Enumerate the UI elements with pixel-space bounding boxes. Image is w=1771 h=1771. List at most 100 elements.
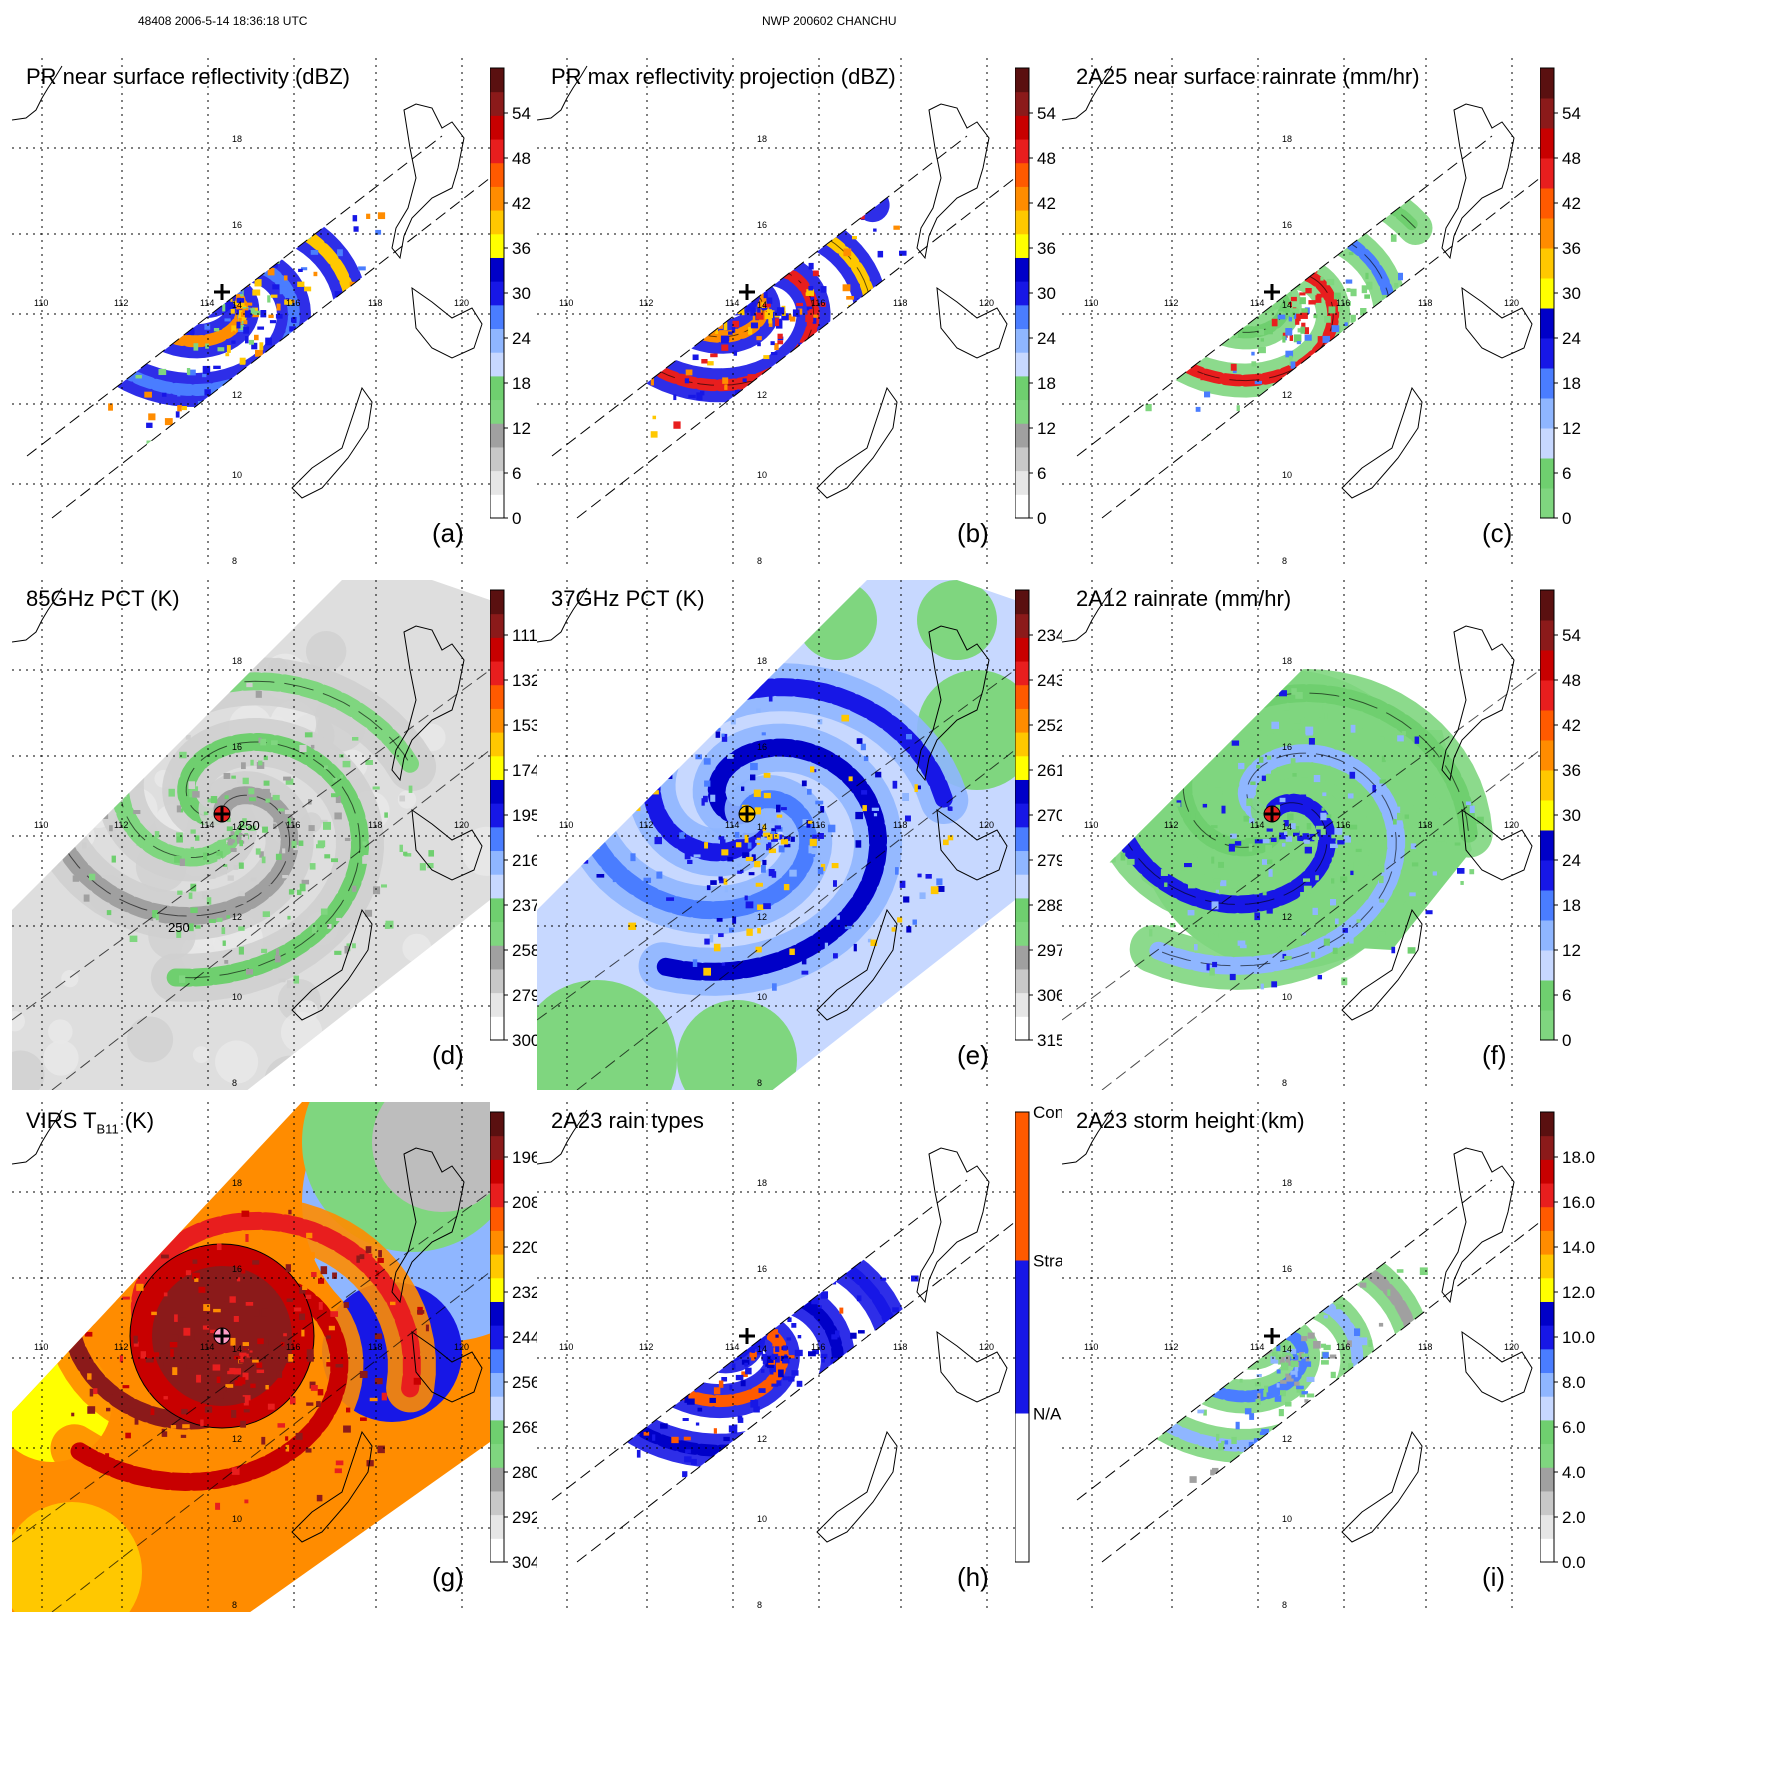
data-pixel xyxy=(837,410,845,417)
data-pixel xyxy=(1263,770,1271,774)
data-pixel xyxy=(400,291,405,297)
lon-label: 112 xyxy=(1164,1342,1178,1352)
data-pixel xyxy=(203,811,209,816)
data-pixel xyxy=(202,373,207,378)
coastline-palawan xyxy=(291,908,373,1021)
colorbar-segment xyxy=(490,470,504,495)
data-pixel xyxy=(1343,192,1350,200)
colorbar-segment xyxy=(1015,281,1029,306)
data-pixel xyxy=(1396,1269,1404,1273)
data-pixel xyxy=(1278,1236,1283,1244)
data-pixel xyxy=(1365,328,1371,336)
data-pixel xyxy=(719,1227,726,1233)
data-pixel xyxy=(199,1247,207,1253)
colorbar-tick-label: 18 xyxy=(1562,896,1581,915)
data-pixel xyxy=(246,969,254,975)
data-pixel xyxy=(728,331,733,335)
data-pixel xyxy=(944,322,953,327)
data-pixel xyxy=(843,1253,850,1260)
panel-label: (e) xyxy=(957,1040,989,1070)
data-pixel xyxy=(1190,812,1196,820)
colorbar-segment xyxy=(490,1277,504,1302)
data-pixel xyxy=(771,1383,779,1387)
data-pixel xyxy=(684,1456,692,1463)
lat-label: 16 xyxy=(757,1264,767,1274)
colorbar-segment xyxy=(1540,68,1554,99)
data-pixel xyxy=(171,1334,179,1342)
colorbar-segment xyxy=(1015,139,1029,164)
colorbar-segment xyxy=(490,233,504,258)
data-pixel xyxy=(244,277,252,285)
data-pixel xyxy=(179,858,186,867)
data-pixel xyxy=(668,1340,674,1347)
data-pixel xyxy=(885,327,893,333)
data-pixel xyxy=(1345,279,1353,284)
data-pixel xyxy=(277,1423,286,1428)
data-pixel xyxy=(1253,888,1260,895)
colorbar-tick-label: 36 xyxy=(1562,239,1581,258)
data-pixel xyxy=(225,265,230,272)
data-pixel xyxy=(352,885,357,892)
data-pixel xyxy=(244,302,253,306)
data-pixel xyxy=(151,1311,157,1316)
data-pixel xyxy=(1323,1344,1331,1351)
data-pixel xyxy=(839,1307,844,1314)
colorbar-segment xyxy=(490,637,504,662)
data-pixel xyxy=(1286,177,1292,181)
data-pixel xyxy=(377,318,383,324)
data-pixel xyxy=(656,305,661,312)
data-pixel xyxy=(242,1350,250,1354)
data-pixel xyxy=(1304,846,1312,854)
data-pixel xyxy=(326,1362,331,1367)
data-pixel xyxy=(199,455,207,462)
data-pixel xyxy=(320,819,328,824)
data-pixel xyxy=(224,1235,232,1239)
data-pixel xyxy=(696,1300,702,1306)
coastline-luzon xyxy=(391,625,465,782)
lat-label: 18 xyxy=(757,134,767,144)
data-pixel xyxy=(821,1358,825,1363)
data-pixel xyxy=(1348,1473,1355,1478)
data-pixel xyxy=(89,873,96,881)
data-pixel xyxy=(96,349,105,356)
data-pixel xyxy=(1214,781,1222,788)
data-pixel xyxy=(1206,963,1210,971)
coastline-mindoro xyxy=(411,808,483,881)
lat-label: 8 xyxy=(232,1078,237,1088)
data-pixel xyxy=(1172,288,1179,294)
data-pixel xyxy=(792,309,800,317)
data-pixel xyxy=(1360,308,1367,316)
data-pixel xyxy=(1368,1483,1373,1491)
data-pixel xyxy=(700,258,708,263)
data-pixel xyxy=(276,1370,283,1378)
data-pixel xyxy=(1379,779,1387,784)
data-pixel xyxy=(768,245,772,251)
data-pixel xyxy=(1222,429,1229,435)
data-pixel xyxy=(250,759,254,766)
data-pixel xyxy=(1232,1262,1237,1269)
data-pixel xyxy=(1332,947,1338,955)
data-pixel xyxy=(222,940,226,946)
data-pixel xyxy=(692,959,698,968)
colorbar-segment xyxy=(1015,921,1029,946)
coastline-mindoro xyxy=(936,1330,1008,1403)
data-pixel xyxy=(763,792,771,799)
data-pixel xyxy=(408,785,413,793)
data-pixel xyxy=(1323,938,1330,946)
colorbar-tick-label: 195 xyxy=(512,806,540,825)
data-pixel xyxy=(1149,929,1153,937)
colorbar-tick-label: 234 xyxy=(1037,626,1065,645)
data-pixel xyxy=(1380,736,1385,740)
data-pixel xyxy=(270,294,278,298)
lat-label: 14 xyxy=(757,822,767,832)
data-pixel xyxy=(173,1323,182,1328)
data-pixel xyxy=(202,365,211,374)
colorbar-segment xyxy=(490,874,504,899)
data-pixel xyxy=(1317,974,1323,980)
data-pixel xyxy=(250,1383,256,1388)
data-pixel xyxy=(1178,1256,1186,1264)
data-pixel xyxy=(106,910,112,916)
data-pixel xyxy=(748,795,756,804)
data-pixel xyxy=(763,772,771,778)
data-pixel xyxy=(1215,300,1220,307)
